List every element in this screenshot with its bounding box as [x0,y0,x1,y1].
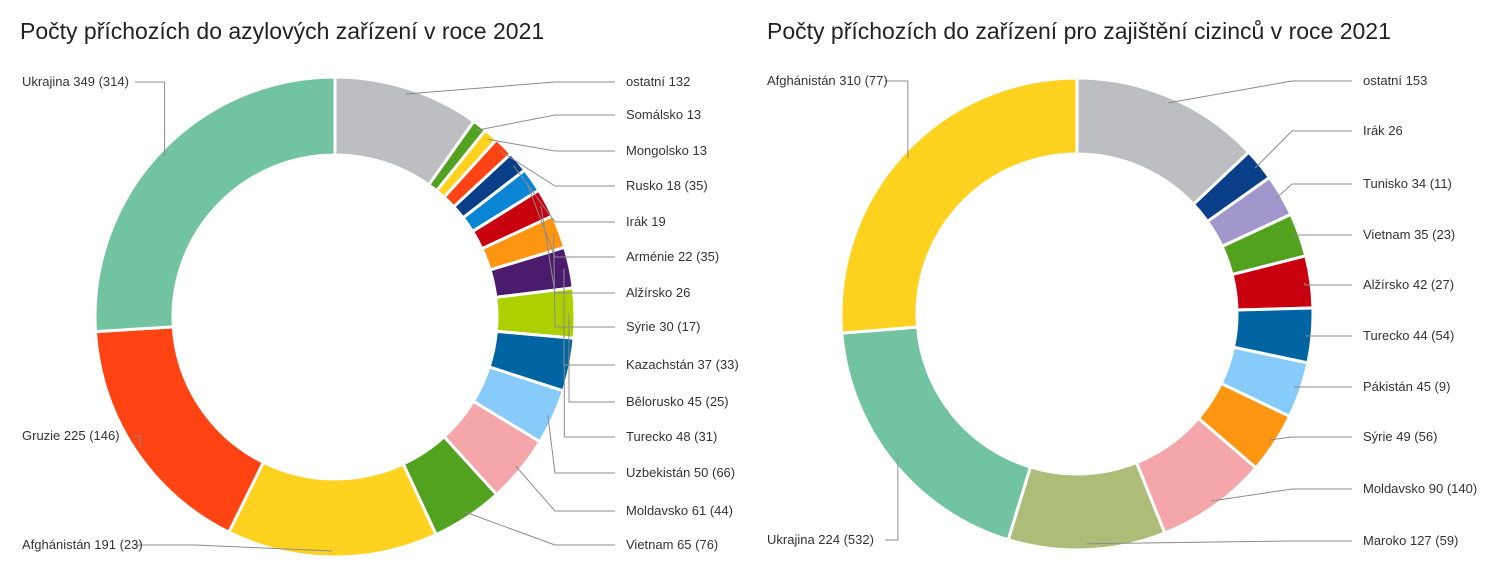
data-label-maroko: Maroko 127 (59) [1363,533,1458,548]
leader-line-ukrajina [885,458,899,541]
data-label-alzirsko: Alžírsko 26 [626,285,690,300]
data-label-alzirsko: Alžírsko 42 (27) [1363,277,1454,292]
data-label-tunisko: Tunisko 34 (11) [1363,176,1452,191]
data-label-afghanistan: Afghánistán 191 (23) [22,537,143,552]
data-label-vietnam: Vietnam 35 (23) [1363,227,1455,242]
leader-line-turecko [1305,335,1352,337]
leader-line-vietnam [1293,234,1352,237]
data-label-syrie: Sýrie 30 (17) [626,319,700,334]
data-label-irak: Irák 19 [626,214,666,229]
leader-line-armenie [526,183,615,258]
data-label-gruzie: Gruzie 225 (146) [22,428,120,443]
leader-line-afghanistan [135,544,333,552]
leader-line-rusko [499,150,615,187]
data-label-ukrajina: Ukrajina 349 (314) [22,74,129,89]
leader-line-ukrajina [135,81,166,157]
slice-belorusko [494,286,577,340]
slice-maroko [1006,461,1167,552]
data-label-mongolsko: Mongolsko 13 [626,143,707,158]
data-label-uzbekistan: Uzbekistán 50 (66) [626,465,735,480]
leader-line-mongolsko [487,138,615,152]
leader-line-vietnam [464,511,615,546]
leader-line-maroko [1086,540,1352,545]
leader-line-syrie [1269,436,1352,441]
leader-line-ostatni [406,81,615,95]
data-label-ostatni: ostatní 132 [626,74,690,89]
chart-title-zajisteni: Počty příchozích do zařízení pro zajiště… [767,18,1391,44]
leader-line-tunisko [1275,183,1352,199]
leader-line-gruzie [135,435,141,447]
data-label-irak: Irák 26 [1363,123,1403,138]
data-label-belorusko: Bělorusko 45 (25) [626,394,729,409]
slice-ukrajina [93,75,337,334]
leader-line-uzbekistan [547,414,615,474]
data-label-pakistan: Pákistán 45 (9) [1363,379,1450,394]
data-label-ukrajina: Ukrajina 224 (532) [767,532,874,547]
data-label-kazachstan: Kazachstán 37 (33) [626,357,739,372]
chart-azylova-zarizeni: Počty příchozích do azylových zařízení v… [20,18,739,559]
leader-line-pakistan [1294,386,1352,389]
slice-afghanistan [227,460,438,559]
leader-line-somalsko [476,114,615,131]
data-label-syrie: Sýrie 49 (56) [1363,429,1437,444]
leader-line-ostatni [1168,80,1352,104]
slice-afghanistan [839,76,1079,335]
chart-zarizeni-pro-zajisteni: Počty příchozích do zařízení pro zajiště… [767,18,1477,552]
chart-title-azylova: Počty příchozích do azylových zařízení v… [20,18,544,44]
data-label-rusko: Rusko 18 (35) [626,178,708,193]
data-label-vietnam: Vietnam 65 (76) [626,537,718,552]
data-label-somalsko: Somálsko 13 [626,107,701,122]
data-label-moldavsko: Moldavsko 90 (140) [1363,481,1477,496]
leader-line-turecko [563,363,615,438]
data-label-ostatni: ostatní 153 [1363,73,1427,88]
data-label-turecko: Turecko 48 (31) [626,429,717,444]
slice-gruzie [93,325,265,534]
leader-line-moldavsko [1210,488,1352,502]
leader-line-syrie [553,233,615,328]
data-label-turecko: Turecko 44 (54) [1363,328,1454,343]
leader-line-irak [1254,130,1352,169]
data-label-moldavsko: Moldavsko 61 (44) [626,503,733,518]
leader-line-afghanistan [885,80,909,159]
leader-line-moldavsko [515,465,615,512]
leader-line-alzirsko [540,205,615,294]
data-label-armenie: Arménie 22 (35) [626,249,719,264]
leader-line-alzirsko [1304,282,1352,286]
data-label-afghanistan: Afghánistán 310 (77) [767,73,888,88]
leader-line-belorusko [568,313,615,403]
slice-ukrajina [840,325,1032,542]
